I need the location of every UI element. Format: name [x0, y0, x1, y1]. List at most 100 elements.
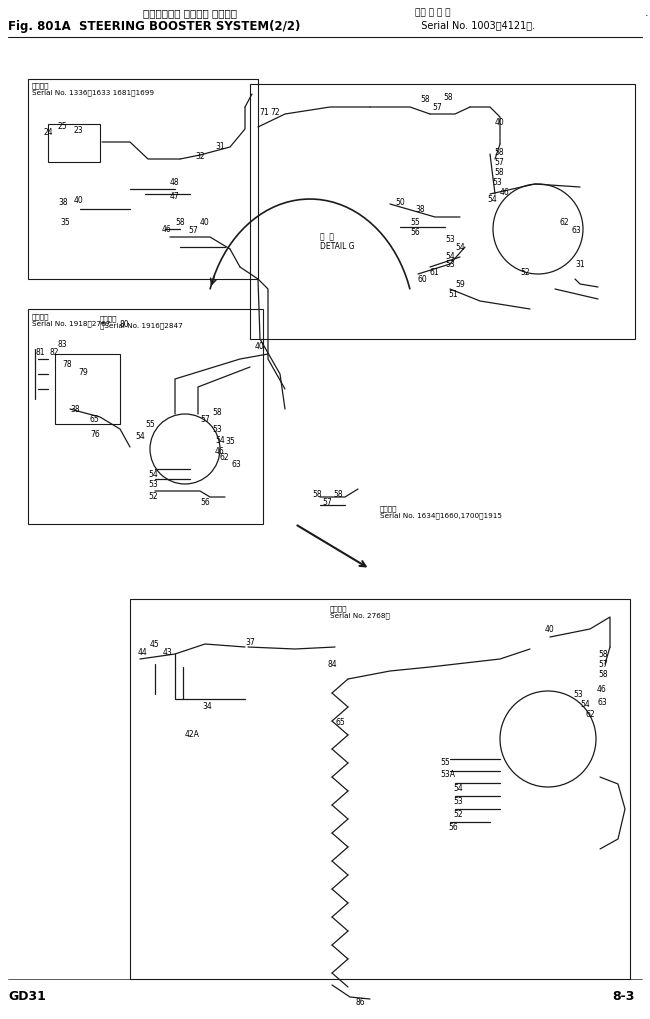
- Text: 53: 53: [445, 260, 455, 269]
- Text: 63: 63: [598, 697, 608, 706]
- Bar: [28, 310, 263, 525]
- Text: 55: 55: [410, 218, 420, 227]
- Text: （適 用 号 機: （適 用 号 機: [415, 8, 450, 17]
- Text: 62: 62: [585, 709, 595, 718]
- Text: 58: 58: [598, 669, 608, 679]
- Text: 40: 40: [495, 118, 505, 127]
- Text: 57: 57: [200, 415, 210, 424]
- Text: 46: 46: [597, 685, 606, 693]
- Text: 45: 45: [150, 639, 160, 648]
- Text: 54: 54: [453, 784, 463, 792]
- Text: 54: 54: [215, 435, 225, 444]
- Text: 65: 65: [335, 717, 344, 727]
- Text: 63: 63: [572, 226, 582, 234]
- Text: 54: 54: [487, 195, 497, 204]
- Text: 51: 51: [448, 289, 458, 299]
- Text: 54: 54: [455, 243, 465, 252]
- Text: 35: 35: [225, 436, 235, 445]
- Text: 適用号機
Serial No. 2768～: 適用号機 Serial No. 2768～: [330, 604, 390, 619]
- Text: 58: 58: [333, 489, 343, 498]
- Text: 31: 31: [215, 142, 225, 151]
- Text: 44: 44: [138, 647, 148, 656]
- Text: 25: 25: [57, 122, 66, 130]
- Text: 58: 58: [212, 408, 222, 417]
- Text: 82: 82: [50, 347, 60, 357]
- Text: 59: 59: [455, 280, 465, 288]
- Text: 54: 54: [580, 699, 590, 708]
- Text: 適用号機
Serial No. 1336～1633 1681～1699: 適用号機 Serial No. 1336～1633 1681～1699: [32, 82, 154, 96]
- Text: 58: 58: [598, 649, 608, 658]
- Text: 38: 38: [415, 205, 424, 214]
- Text: 58: 58: [175, 218, 185, 227]
- Text: 56: 56: [410, 228, 420, 236]
- Bar: [250, 85, 635, 339]
- Text: 34: 34: [202, 701, 212, 710]
- Text: 83: 83: [58, 339, 68, 348]
- Text: 81: 81: [36, 347, 46, 357]
- Bar: [55, 355, 120, 425]
- Text: 53A: 53A: [440, 769, 455, 779]
- Text: 32: 32: [195, 152, 205, 161]
- Bar: [28, 79, 258, 280]
- Text: 65: 65: [90, 415, 99, 424]
- Text: 37: 37: [245, 637, 255, 646]
- Text: 58: 58: [494, 168, 504, 177]
- Text: 24: 24: [44, 127, 53, 137]
- Text: 53: 53: [148, 480, 158, 488]
- Text: 79: 79: [78, 368, 88, 377]
- Text: 53: 53: [212, 425, 222, 433]
- Text: 84: 84: [328, 659, 337, 668]
- Text: 56: 56: [448, 822, 458, 832]
- Text: 詳  細
DETAIL G: 詳 細 DETAIL G: [320, 231, 355, 251]
- Text: 43: 43: [163, 647, 173, 656]
- Text: 58: 58: [443, 93, 452, 102]
- Text: 適用号機
Serial No. 1918～2767: 適用号機 Serial No. 1918～2767: [32, 313, 110, 327]
- Text: 46: 46: [162, 225, 172, 233]
- Text: GD31: GD31: [8, 989, 46, 1002]
- Text: 46: 46: [215, 446, 225, 455]
- Text: 55: 55: [440, 757, 450, 766]
- Text: 適用号機
Serial No. 1634～1660,1700～1915: 適用号機 Serial No. 1634～1660,1700～1915: [380, 504, 502, 519]
- Text: 40: 40: [255, 341, 265, 351]
- Text: 56: 56: [200, 497, 210, 506]
- Text: 57: 57: [432, 103, 442, 112]
- Text: 58: 58: [420, 95, 430, 104]
- Text: 58: 58: [494, 148, 504, 157]
- Text: 57: 57: [494, 158, 504, 167]
- Text: 54: 54: [135, 432, 145, 440]
- Text: 52: 52: [148, 491, 157, 500]
- Text: .: .: [645, 8, 649, 18]
- Text: 78: 78: [62, 360, 72, 369]
- Text: 38: 38: [58, 198, 68, 207]
- Text: 62: 62: [220, 452, 229, 462]
- Text: 52: 52: [453, 809, 463, 818]
- Text: 72: 72: [270, 108, 280, 117]
- Text: 31: 31: [575, 260, 584, 269]
- Text: 54: 54: [445, 252, 455, 261]
- Text: 62: 62: [560, 218, 569, 227]
- Text: 57: 57: [188, 226, 198, 234]
- Text: 53: 53: [573, 689, 583, 698]
- Text: 40: 40: [200, 218, 210, 227]
- Text: 47: 47: [170, 192, 180, 201]
- Text: 54: 54: [148, 470, 158, 479]
- Text: 52: 52: [520, 268, 530, 277]
- Text: ステアリング ブースタ システム: ステアリング ブースタ システム: [143, 8, 237, 18]
- Text: Fig. 801A  STEERING BOOSTER SYSTEM(2/2): Fig. 801A STEERING BOOSTER SYSTEM(2/2): [8, 20, 300, 33]
- Text: 53: 53: [492, 178, 502, 186]
- Text: 50: 50: [395, 198, 405, 207]
- Text: 35: 35: [60, 218, 70, 227]
- Text: 53: 53: [445, 234, 455, 244]
- Text: 23: 23: [74, 126, 84, 135]
- Text: 76: 76: [90, 430, 99, 438]
- Text: 8-3: 8-3: [612, 989, 635, 1002]
- Text: 61: 61: [430, 268, 439, 277]
- Text: 40: 40: [74, 196, 84, 205]
- Text: 58: 58: [312, 489, 322, 498]
- Text: 38: 38: [70, 405, 79, 414]
- Text: 57: 57: [598, 659, 608, 668]
- Text: 55: 55: [145, 420, 155, 429]
- Text: 60: 60: [418, 275, 428, 283]
- Text: 46: 46: [500, 187, 510, 197]
- Bar: [130, 599, 630, 979]
